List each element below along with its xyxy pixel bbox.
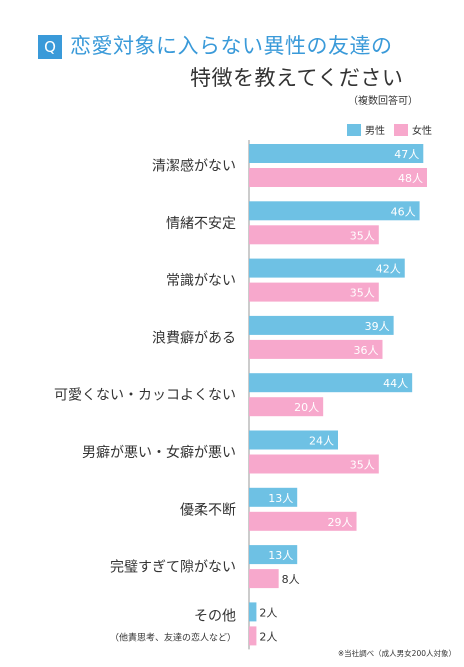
- value-label-female: 35人: [350, 229, 375, 242]
- category-label: その他: [194, 608, 236, 624]
- chart-legend: 男性 女性: [347, 122, 441, 137]
- value-label-male: 44人: [383, 377, 408, 390]
- legend-label-female: 女性: [412, 126, 432, 137]
- bar-female: [249, 569, 279, 589]
- value-label-female: 48人: [398, 172, 423, 185]
- category-label: 清潔感がない: [152, 158, 236, 175]
- bar-male: [249, 373, 413, 393]
- bar-female: [249, 397, 324, 417]
- bar-female: [249, 168, 427, 187]
- question-badge: Q: [38, 35, 62, 59]
- bar-male: [249, 258, 405, 278]
- bar-female: [249, 225, 379, 245]
- bar-male: [249, 201, 420, 221]
- category-label: 常識がない: [166, 273, 236, 289]
- category-label: 浪費癖がある: [152, 330, 236, 346]
- category-label: 優柔不断: [180, 502, 236, 518]
- bar-female: [249, 339, 383, 359]
- value-label-male: 42人: [376, 263, 401, 276]
- value-label-female: 35人: [350, 287, 375, 300]
- value-label-male: 13人: [268, 492, 293, 505]
- category-label: 男癖が悪い・女癖が悪い: [82, 444, 236, 461]
- answer-note: （複数回答可）: [348, 96, 418, 107]
- question-title-line2: 特徴を教えてください: [190, 66, 404, 90]
- value-label-male: 39人: [365, 320, 390, 333]
- category-label: 完璧すぎて隙がない: [110, 559, 236, 576]
- value-label-female: 8人: [282, 573, 300, 586]
- survey-footnote: ※当社調べ（成人男女200人対象）: [337, 649, 456, 658]
- category-label: 情緒不安定: [166, 216, 236, 232]
- bar-female: [249, 511, 357, 531]
- bar-female: [249, 626, 257, 646]
- bar-female: [249, 454, 379, 474]
- value-label-female: 29人: [328, 516, 353, 529]
- value-label-male: 2人: [259, 606, 277, 619]
- category-label: 可愛くない・カッコよくない: [54, 388, 236, 404]
- value-label-male: 24人: [309, 435, 334, 448]
- bar-male: [249, 602, 257, 622]
- value-label-female: 35人: [350, 459, 375, 472]
- value-label-female: 2人: [259, 630, 277, 643]
- bar-male: [249, 315, 394, 335]
- legend-swatch-female: [394, 123, 408, 136]
- value-label-male: 13人: [268, 549, 293, 562]
- value-label-male: 46人: [391, 205, 416, 218]
- value-label-female: 20人: [294, 401, 319, 414]
- bar-male: [249, 545, 298, 565]
- category-note: （他責思考、友達の恋人など）: [110, 631, 236, 643]
- bar-male: [249, 430, 338, 450]
- bar-male: [249, 144, 424, 163]
- bar-female: [249, 282, 379, 302]
- value-label-female: 36人: [354, 344, 379, 357]
- value-label-male: 47人: [394, 148, 419, 161]
- bar-male: [249, 487, 298, 507]
- legend-label-male: 男性: [365, 126, 385, 137]
- legend-swatch-male: [347, 123, 361, 136]
- question-title-line1: 恋愛対象に入らない異性の友達の: [70, 34, 393, 58]
